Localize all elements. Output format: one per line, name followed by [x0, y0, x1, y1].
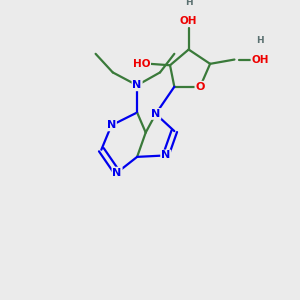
Text: N: N	[133, 80, 142, 90]
Text: N: N	[107, 120, 116, 130]
Text: N: N	[161, 150, 170, 161]
Text: H: H	[185, 0, 193, 7]
Text: OH: OH	[251, 55, 269, 64]
Text: O: O	[195, 82, 205, 92]
Text: OH: OH	[180, 16, 197, 26]
Text: H: H	[256, 36, 264, 45]
Text: N: N	[151, 109, 160, 119]
Text: HO: HO	[133, 59, 150, 69]
Text: N: N	[112, 168, 122, 178]
